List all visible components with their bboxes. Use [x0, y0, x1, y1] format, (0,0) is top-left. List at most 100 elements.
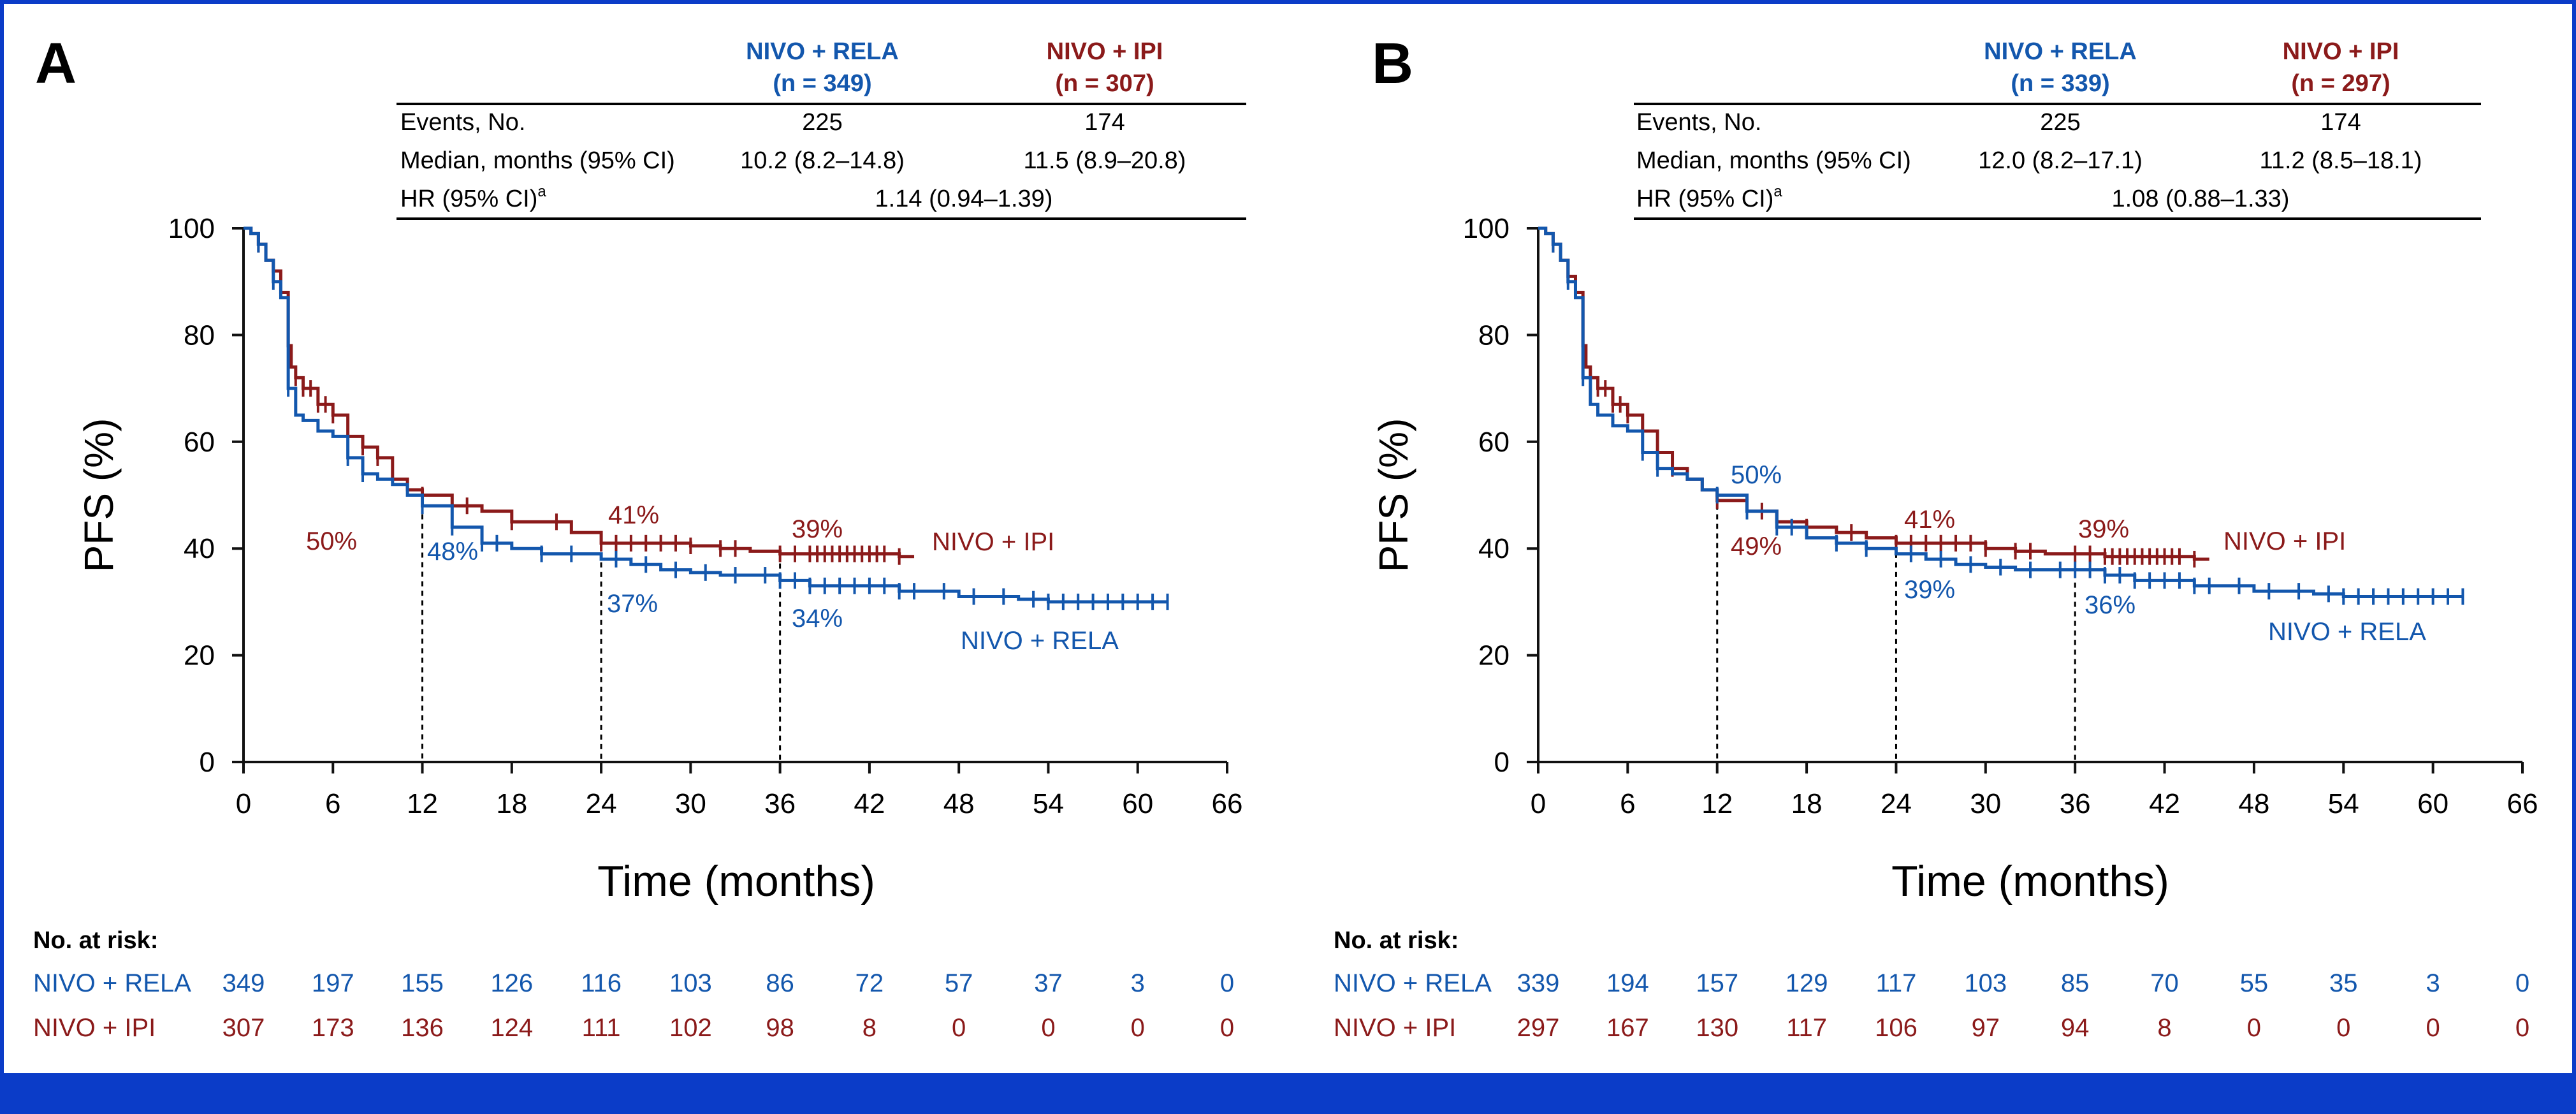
x-tick-label: 48	[943, 788, 975, 819]
x-tick-label: 48	[2238, 788, 2269, 819]
x-tick-label: 42	[2149, 788, 2180, 819]
annot-rela-36: 34%	[792, 605, 843, 633]
risk-count-ipi: 136	[401, 1014, 444, 1042]
y-tick-label: 40	[184, 533, 215, 564]
risk-label-ipi: NIVO + IPI	[33, 1014, 156, 1042]
row-label-median: Median, months (95% CI)	[1636, 147, 1911, 174]
y-tick-label: 0	[1494, 747, 1510, 778]
y-tick-label: 20	[1478, 640, 1510, 671]
events-rela: 225	[802, 109, 842, 136]
panel-a: A NIVO + RELA (n = 349) NIVO + IPI (n = …	[33, 32, 1246, 1042]
x-tick-label: 60	[1122, 788, 1153, 819]
risk-count-rela: 37	[1034, 969, 1063, 997]
x-tick-label: 24	[586, 788, 617, 819]
x-tick-label: 0	[236, 788, 251, 819]
row-label-events: Events, No.	[1636, 109, 1761, 136]
top-border	[0, 0, 2576, 4]
y-tick-label: 0	[200, 747, 215, 778]
risk-count-rela: 116	[581, 969, 622, 997]
risk-count-rela: 0	[1220, 969, 1234, 997]
row-label-median: Median, months (95% CI)	[400, 147, 675, 174]
risk-count-ipi: 117	[1786, 1014, 1827, 1042]
risk-count-ipi: 0	[1041, 1014, 1055, 1042]
risk-count-ipi: 0	[2426, 1014, 2440, 1042]
risk-count-rela: 103	[1964, 969, 2007, 997]
risk-count-rela: 126	[490, 969, 533, 997]
y-axis-label: PFS (%)	[1371, 418, 1416, 573]
risk-count-rela: 57	[945, 969, 973, 997]
row-label-events: Events, No.	[400, 109, 525, 136]
panel-label: A	[35, 32, 76, 96]
x-tick-label: 0	[1531, 788, 1546, 819]
x-tick-label: 54	[2328, 788, 2359, 819]
col-n-rela: (n = 339)	[2011, 70, 2109, 97]
risk-count-ipi: 8	[862, 1014, 877, 1042]
risk-count-ipi: 297	[1517, 1014, 1560, 1042]
y-tick-label: 80	[1478, 319, 1510, 351]
risk-count-rela: 72	[855, 969, 884, 997]
hr-superscript: a	[537, 183, 546, 200]
x-tick-label: 18	[496, 788, 527, 819]
median-ipi: 11.2 (8.5–18.1)	[2260, 147, 2422, 174]
hr-label: HR (95% CI)	[1636, 186, 1773, 212]
events-ipi: 174	[2320, 109, 2361, 136]
risk-label-rela: NIVO + RELA	[33, 969, 191, 997]
annot-ipi-12: 50%	[306, 527, 357, 555]
risk-count-ipi: 0	[2336, 1014, 2350, 1042]
x-tick-label: 30	[675, 788, 706, 819]
km-plot: PFS (%) Time (months) 49% 41% 39% 50% 39…	[1371, 213, 2538, 905]
risk-table: No. at risk: NIVO + RELA NIVO + IPI 339 1…	[1334, 927, 2529, 1042]
series-label-ipi: NIVO + IPI	[2223, 527, 2346, 555]
risk-count-rela: 197	[312, 969, 354, 997]
risk-count-ipi: 111	[582, 1014, 621, 1042]
median-ipi: 11.5 (8.9–20.8)	[1024, 147, 1186, 174]
annot-rela-12: 48%	[427, 538, 478, 566]
risk-heading: No. at risk:	[33, 927, 158, 954]
risk-label-ipi: NIVO + IPI	[1334, 1014, 1456, 1042]
risk-count-rela: 3	[2426, 969, 2440, 997]
x-tick-label: 66	[1212, 788, 1243, 819]
col-header-ipi: NIVO + IPI	[2283, 38, 2399, 65]
median-rela: 10.2 (8.2–14.8)	[740, 147, 905, 174]
x-tick-label: 66	[2507, 788, 2538, 819]
risk-count-rela: 129	[1786, 969, 1828, 997]
km-plot: PFS (%) Time (months) 50% 41% 39% 48% 37…	[76, 213, 1242, 905]
series-label-rela: NIVO + RELA	[2268, 618, 2426, 646]
annot-rela-24: 37%	[607, 590, 658, 618]
risk-count-ipi: 0	[2515, 1014, 2529, 1042]
series-label-ipi: NIVO + IPI	[932, 528, 1054, 556]
events-rela: 225	[2040, 109, 2080, 136]
y-tick-label: 60	[1478, 427, 1510, 458]
risk-count-rela: 194	[1606, 969, 1649, 997]
risk-count-ipi: 124	[490, 1014, 533, 1042]
risk-count-ipi: 173	[312, 1014, 354, 1042]
risk-count-rela: 70	[2150, 969, 2179, 997]
col-header-rela: NIVO + RELA	[1984, 38, 2137, 65]
x-tick-label: 12	[1701, 788, 1733, 819]
x-tick-label: 6	[1620, 788, 1635, 819]
x-tick-label: 12	[407, 788, 438, 819]
risk-row-ipi: 307 173 136 124 111 102 98 8 0 0 0 0	[222, 1014, 1235, 1042]
x-axis-label: Time (months)	[1891, 857, 2169, 905]
x-tick-label: 54	[1033, 788, 1064, 819]
x-tick-label: 24	[1881, 788, 1912, 819]
annot-ipi-24: 41%	[608, 501, 659, 529]
hr-label: HR (95% CI)	[400, 186, 537, 212]
annot-rela-12: 50%	[1731, 461, 1782, 489]
risk-count-ipi: 0	[1220, 1014, 1234, 1042]
risk-count-ipi: 97	[1972, 1014, 2000, 1042]
y-axis-label: PFS (%)	[76, 418, 122, 573]
annot-rela-36: 36%	[2085, 591, 2136, 619]
x-tick-label: 42	[854, 788, 885, 819]
annot-ipi-24: 41%	[1904, 506, 1955, 534]
col-n-ipi: (n = 297)	[2291, 70, 2390, 97]
risk-label-rela: NIVO + RELA	[1334, 969, 1492, 997]
risk-heading: No. at risk:	[1334, 927, 1459, 954]
x-axis-label: Time (months)	[597, 857, 875, 905]
risk-count-rela: 339	[1517, 969, 1560, 997]
annot-ipi-12: 49%	[1731, 532, 1782, 561]
hr-value: 1.08 (0.88–1.33)	[2112, 186, 2290, 212]
left-border	[0, 0, 4, 1114]
x-tick-label: 36	[764, 788, 796, 819]
risk-count-rela: 117	[1876, 969, 1917, 997]
